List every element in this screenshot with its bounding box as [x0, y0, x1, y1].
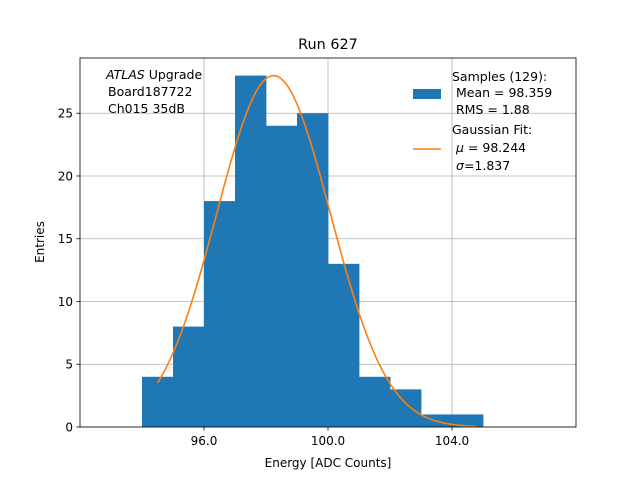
atlas-annotation: ATLAS Upgrade Board187722 Ch015 35dB [105, 67, 202, 116]
histogram-bars [142, 75, 484, 428]
y-tick-label: 0 [65, 421, 73, 435]
legend-samples-title: Samples (129): [452, 69, 547, 84]
legend-sigma-value: =1.837 [464, 158, 510, 173]
annotation-line-1: ATLAS Upgrade [105, 67, 202, 82]
x-tick-label: 104.0 [435, 434, 469, 448]
y-tick-label: 20 [58, 169, 73, 183]
histogram-bar [235, 75, 267, 428]
chart-title: Run 627 [298, 37, 358, 53]
y-tick-label: 15 [58, 232, 73, 246]
y-tick-label: 25 [58, 107, 73, 121]
legend-mu-symbol: μ [455, 140, 464, 155]
x-tick-label: 100.0 [311, 434, 345, 448]
annotation-board: Board187722 [108, 84, 192, 99]
histogram-bar [390, 389, 422, 427]
gaussian-fit-curve [156, 74, 477, 428]
annotation-channel: Ch015 35dB [108, 101, 185, 116]
legend-samples-mean: Mean = 98.359 [456, 85, 552, 100]
histogram-bar [142, 376, 174, 427]
histogram-bar [173, 326, 205, 427]
y-tick-label: 5 [65, 358, 73, 372]
histogram-bar [266, 125, 298, 427]
histogram-bar [359, 376, 391, 427]
histogram-bar [204, 201, 236, 427]
y-axis-ticks: 0 5 10 15 20 25 [58, 107, 80, 435]
legend-fit-title: Gaussian Fit: [452, 122, 532, 137]
x-tick-label: 96.0 [191, 434, 218, 448]
histogram-bar [297, 113, 329, 427]
y-tick-label: 10 [58, 295, 73, 309]
histogram-bar [452, 414, 484, 427]
annotation-atlas: ATLAS [105, 67, 145, 82]
legend-sigma-symbol: σ [456, 158, 465, 173]
x-axis-label: Energy [ADC Counts] [265, 456, 392, 470]
legend-fit-mu: μ = 98.244 [455, 140, 526, 155]
legend-samples-patch [413, 89, 441, 99]
x-axis-ticks: 96.0 100.0 104.0 [191, 427, 469, 448]
legend-mu-value: = 98.244 [464, 140, 526, 155]
legend: Samples (129): Mean = 98.359 RMS = 1.88 … [413, 69, 552, 173]
legend-samples-rms: RMS = 1.88 [456, 102, 530, 117]
annotation-upgrade: Upgrade [145, 67, 203, 82]
y-axis-label: Entries [33, 221, 47, 263]
histogram-bar [328, 263, 360, 427]
legend-fit-sigma: σ=1.837 [456, 158, 510, 173]
